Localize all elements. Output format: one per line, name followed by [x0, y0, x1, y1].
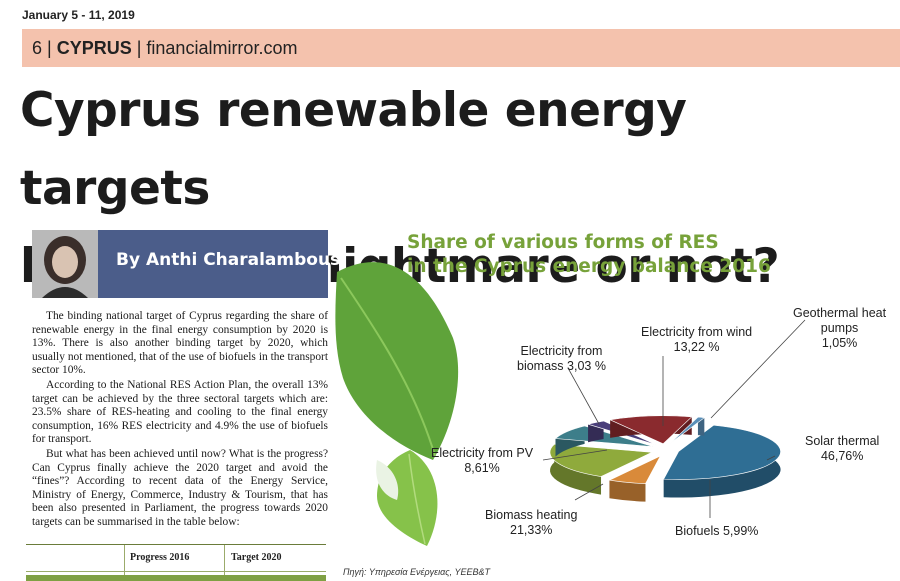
site-link[interactable]: financialmirror.com	[146, 37, 298, 58]
series-name: Solar thermal	[805, 434, 880, 448]
series-name: Electricity from wind	[641, 325, 753, 339]
pie-slice-solar-thermal	[663, 424, 781, 480]
page-number: 6	[32, 37, 43, 58]
table-divider	[224, 545, 225, 581]
series-name: pumps	[820, 321, 859, 335]
author-photo	[32, 230, 98, 298]
series-name: Geothermal heat	[793, 306, 887, 320]
table-band	[26, 575, 326, 581]
author-name: By Anthi Charalambous	[116, 250, 341, 270]
leader-line	[710, 319, 806, 419]
series-name: Electricity from	[520, 344, 603, 358]
res-share-chart: Share of various forms of RES in the Cyp…	[335, 228, 900, 580]
leader-line	[542, 449, 608, 461]
series-value: 46,76%	[820, 449, 864, 463]
data-label-electricity-pv: Electricity from PV 8,61%	[431, 446, 533, 476]
data-label-geothermal: Geothermal heat pumps 1,05%	[793, 306, 886, 351]
series-name: Biomass heating	[485, 508, 578, 522]
paragraph: According to the National RES Action Pla…	[32, 378, 328, 446]
series-value: 21,33%	[510, 523, 553, 537]
pie-slice-biofuels	[608, 455, 662, 484]
pie-slice-electricity-from-wind	[609, 415, 693, 445]
data-label-biomass-heating: Biomass heating 21,33%	[485, 508, 577, 538]
pie-slice-biomass-heating	[549, 443, 654, 477]
chart-title-line-2: in the Cyprus energy balance 2016	[407, 256, 771, 277]
leaf-small-icon	[377, 450, 438, 546]
pie-slice-electricity-from-pv	[554, 425, 654, 447]
table-header-row: Progress 2016 Target 2020	[26, 545, 326, 572]
chart-title: Share of various forms of RES in the Cyp…	[407, 231, 771, 279]
separator: |	[42, 37, 57, 58]
series-value: biomass 3,03 %	[517, 359, 606, 373]
headline-line-1: Cyprus renewable energy targets	[20, 83, 687, 216]
leader-line	[574, 483, 604, 501]
section-header: 6 | CYPRUS | financialmirror.com	[22, 29, 900, 67]
leader-line	[567, 367, 600, 425]
progress-table: Progress 2016 Target 2020	[26, 544, 326, 581]
chart-title-line-1: Share of various forms of RES	[407, 232, 719, 253]
table-header-cell: Target 2020	[231, 552, 282, 563]
data-label-electricity-biomass: Electricity from biomass 3,03 %	[517, 344, 606, 374]
pie-slice-side	[609, 480, 646, 502]
leaf-large-icon	[335, 262, 459, 460]
leader-line	[766, 455, 776, 461]
author-byline: By Anthi Charalambous	[32, 230, 340, 298]
pie-slice-side	[549, 444, 602, 495]
series-value: 8,61%	[464, 461, 500, 475]
pie-slice-geothermal-heat-pumps	[669, 416, 706, 445]
data-label-biofuels: Biofuels 5,99%	[675, 524, 759, 538]
article-body: The binding national target of Cyprus re…	[32, 310, 328, 530]
series-value: 1,05%	[821, 336, 858, 350]
series-name: Electricity from PV	[431, 446, 534, 460]
paragraph: The binding national target of Cyprus re…	[32, 310, 328, 377]
section-name: CYPRUS	[56, 37, 132, 58]
table-divider	[124, 545, 125, 581]
table-header-cell: Progress 2016	[130, 552, 190, 563]
paragraph: But what has been achieved until now? Wh…	[32, 447, 328, 528]
data-label-solar-thermal: Solar thermal 46,76%	[805, 434, 879, 464]
separator: |	[131, 37, 147, 58]
issue-date: January 5 - 11, 2019	[22, 8, 135, 22]
chart-graphic	[335, 262, 806, 546]
series-value: 13,22 %	[673, 340, 720, 354]
data-label-electricity-wind: Electricity from wind 13,22 %	[641, 325, 752, 355]
pie-slice-side	[697, 417, 705, 436]
chart-source: Πηγή: Υπηρεσία Ενέργειας, ΥΕΕΒ&Τ	[343, 567, 490, 577]
